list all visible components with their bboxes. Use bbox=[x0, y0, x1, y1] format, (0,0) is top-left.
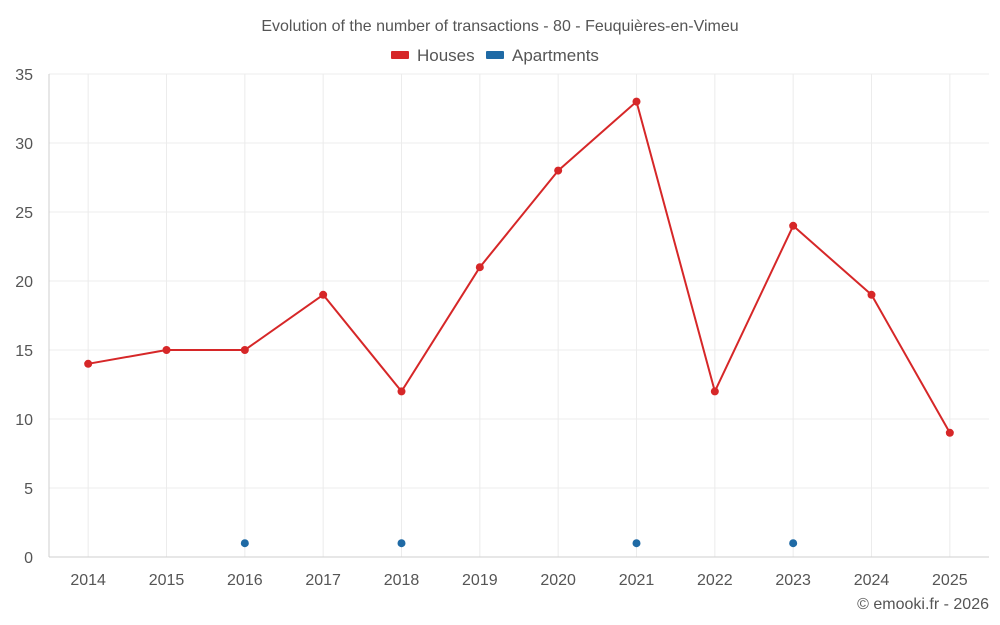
point-apartments-2018[interactable] bbox=[397, 539, 406, 548]
grid bbox=[49, 73, 989, 557]
x-tick-label-2025: 2025 bbox=[932, 572, 968, 589]
point-houses-2021[interactable] bbox=[632, 97, 641, 106]
x-tick-label-2019: 2019 bbox=[462, 572, 498, 589]
legend-swatch-houses[interactable] bbox=[391, 51, 409, 59]
x-tick-label-2020: 2020 bbox=[540, 572, 576, 589]
credit-text: © emooki.fr - 2026 bbox=[857, 596, 989, 613]
x-tick-label-2023: 2023 bbox=[775, 572, 811, 589]
x-tick-label-2021: 2021 bbox=[619, 572, 655, 589]
x-tick-label-2015: 2015 bbox=[149, 572, 185, 589]
point-houses-2016[interactable] bbox=[240, 346, 249, 354]
x-tick-label-2022: 2022 bbox=[697, 572, 733, 589]
point-houses-2023[interactable] bbox=[789, 221, 798, 230]
point-apartments-2021[interactable] bbox=[632, 539, 641, 548]
y-tick-label-30: 30 bbox=[15, 136, 33, 153]
point-houses-2018[interactable] bbox=[397, 387, 406, 396]
legend: Houses Apartments bbox=[391, 46, 599, 65]
point-houses-2017[interactable] bbox=[319, 290, 328, 299]
x-tick-label-2018: 2018 bbox=[384, 572, 420, 589]
y-tick-label-5: 5 bbox=[24, 481, 33, 498]
x-tick-label-2014: 2014 bbox=[70, 572, 106, 589]
legend-label-houses[interactable]: Houses bbox=[417, 46, 475, 65]
y-tick-label-10: 10 bbox=[15, 412, 33, 429]
y-tick-label-15: 15 bbox=[15, 343, 33, 360]
y-tick-label-25: 25 bbox=[15, 205, 33, 222]
point-houses-2025[interactable] bbox=[945, 428, 954, 437]
series bbox=[84, 97, 954, 548]
x-tick-label-2024: 2024 bbox=[854, 572, 890, 589]
series-line-houses bbox=[87, 100, 951, 434]
legend-swatch-apartments[interactable] bbox=[486, 51, 504, 59]
y-tick-label-0: 0 bbox=[24, 550, 33, 567]
y-tick-label-35: 35 bbox=[15, 67, 33, 84]
x-tick-label-2017: 2017 bbox=[305, 572, 341, 589]
x-tick-label-2016: 2016 bbox=[227, 572, 263, 589]
y-tick-label-20: 20 bbox=[15, 274, 33, 291]
point-apartments-2023[interactable] bbox=[789, 539, 798, 548]
chart-title: Evolution of the number of transactions … bbox=[261, 18, 738, 35]
point-houses-2024[interactable] bbox=[867, 290, 876, 299]
point-houses-2020[interactable] bbox=[554, 166, 563, 175]
point-apartments-2016[interactable] bbox=[240, 539, 249, 548]
point-houses-2019[interactable] bbox=[475, 263, 484, 272]
point-houses-2014[interactable] bbox=[84, 359, 93, 368]
legend-label-apartments[interactable]: Apartments bbox=[512, 46, 599, 65]
point-houses-2015[interactable] bbox=[162, 346, 171, 354]
point-houses-2022[interactable] bbox=[710, 387, 719, 396]
